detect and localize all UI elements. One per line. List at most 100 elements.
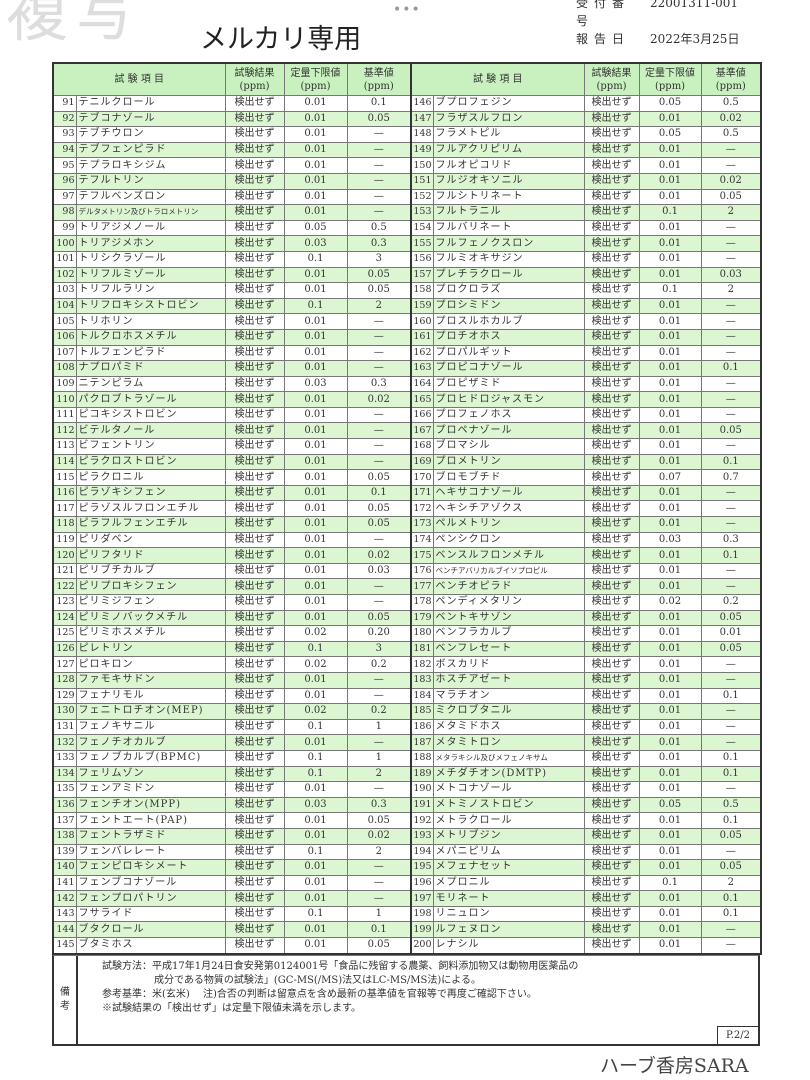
quantitation-limit: 0.01 xyxy=(283,921,348,939)
standard-value: 2 xyxy=(700,204,762,221)
item-name: メプロニル xyxy=(432,874,585,892)
standard-value: 0.1 xyxy=(700,812,762,829)
quantitation-limit: 0.01 xyxy=(283,859,348,876)
table-row: 133 フェノブカルブ(BPMC) 検出せず 0.1 1 188 メタラキシル及びメフェノキ… xyxy=(52,749,762,767)
item-name: テブフェンピラド xyxy=(75,141,226,159)
quantitation-limit: 0.01 xyxy=(638,500,702,518)
standard-value: — xyxy=(700,843,762,861)
test-result: 検出せず xyxy=(583,406,640,424)
test-result: 検出せず xyxy=(224,438,285,455)
item-name: トリホリン xyxy=(75,313,226,330)
standard-value: 0.5 xyxy=(700,796,762,814)
quantitation-limit: 0.1 xyxy=(283,297,348,315)
item-name: テブコナゾール xyxy=(75,110,226,128)
item-name: ヘキシチアゾクス xyxy=(432,500,585,518)
item-number: 120 xyxy=(52,547,77,564)
remarks-label: 備考 xyxy=(54,955,78,1044)
quantitation-limit: 0.01 xyxy=(638,749,702,767)
table-row: 91 テニルクロール 検出せず 0.01 0.1 146 ブプロフェジン 検出せず 0.05 0.… xyxy=(52,95,762,112)
item-name: フェニトロチオン(MEP) xyxy=(75,703,226,720)
item-name: ナプロパミド xyxy=(75,360,226,377)
test-result: 検出せず xyxy=(224,484,285,502)
item-name: プロクロラズ xyxy=(432,282,585,299)
standard-value: 0.2 xyxy=(700,594,762,611)
item-name: プレチラクロール xyxy=(432,266,585,284)
standard-value: 0.3 xyxy=(346,796,412,814)
standard-value: — xyxy=(346,578,412,595)
test-result: 検出せず xyxy=(583,157,640,174)
table-row: 140 フェンピロキシメート 検出せず 0.01—195 メフェナセット 検出せず 0.01… xyxy=(52,859,762,876)
test-result: 検出せず xyxy=(224,562,285,580)
test-result: 検出せず xyxy=(224,375,285,393)
item-number: 127 xyxy=(52,656,77,673)
standard-value: 0.7 xyxy=(700,469,762,486)
item-number: 139 xyxy=(52,843,77,861)
item-number: 151 xyxy=(410,172,434,190)
quantitation-limit: 0.1 xyxy=(283,718,348,736)
quantitation-limit: 0.01 xyxy=(638,609,702,627)
test-result: 検出せず xyxy=(224,656,285,673)
quantitation-limit: 0.01 xyxy=(638,890,702,907)
test-method: 試験方法：平成17年1月24日食安発第0124001号「食品に残留する農薬、飼料… xyxy=(102,960,579,972)
item-number: 141 xyxy=(52,874,77,892)
quantitation-limit: 0.01 xyxy=(283,562,348,580)
table-row: 138 フェントラザミド 検出せず 0.01 0.02 193 メトリブジン 検出せず 0.01… xyxy=(52,827,762,845)
standard-value: — xyxy=(700,781,762,798)
standard-value: 0.1 xyxy=(346,921,412,939)
test-result: 検出せず xyxy=(583,718,640,736)
test-result: 検出せず xyxy=(583,671,640,689)
item-number: 117 xyxy=(52,500,77,518)
item-name: トリアジメホン xyxy=(75,235,226,252)
standard-value: 0.1 xyxy=(700,453,762,471)
quantitation-limit: 0.01 xyxy=(283,172,348,190)
standard-value: 0.02 xyxy=(346,391,412,408)
quantitation-limit: 0.01 xyxy=(638,937,702,955)
header-result: 試験結果 (ppm) xyxy=(224,62,285,96)
test-result: 検出せず xyxy=(224,812,285,829)
standard-value: 0.20 xyxy=(346,625,412,642)
standard-value: — xyxy=(346,594,412,611)
standard-value: 0.05 xyxy=(346,110,412,128)
quantitation-limit: 0.01 xyxy=(638,484,702,502)
standard-value: 0.05 xyxy=(700,422,762,440)
quantitation-limit: 0.01 xyxy=(638,391,702,408)
test-result: 検出せず xyxy=(224,765,285,783)
test-result: 検出せず xyxy=(224,718,285,736)
item-number: 118 xyxy=(52,516,77,533)
header-standard: 基準値 (ppm) xyxy=(346,62,412,96)
quantitation-limit: 0.03 xyxy=(283,375,348,393)
more-options-icon[interactable]: ••• xyxy=(393,2,421,18)
quantitation-limit: 0.01 xyxy=(638,625,702,642)
test-result: 検出せず xyxy=(224,874,285,892)
item-name: ピロキロン xyxy=(75,656,226,673)
standard-value: — xyxy=(346,126,412,143)
test-result: 検出せず xyxy=(583,703,640,720)
item-number: 137 xyxy=(52,812,77,829)
item-name: フェノキサニル xyxy=(75,718,226,736)
item-number: 187 xyxy=(410,734,434,751)
item-name: プロパルギット xyxy=(432,344,585,362)
item-number: 143 xyxy=(52,905,77,923)
table-row: 110 パクロブトラゾール 検出せず 0.01 0.02 165 プロヒドロジャスモン 検出せ… xyxy=(52,391,762,408)
item-number: 186 xyxy=(410,718,434,736)
item-name: フェンチオン(MPP) xyxy=(75,796,226,814)
test-result: 検出せず xyxy=(583,640,640,658)
quantitation-limit: 0.05 xyxy=(638,95,702,112)
standard-value: 0.05 xyxy=(346,282,412,299)
standard-value: 0.05 xyxy=(346,609,412,627)
quantitation-limit: 0.01 xyxy=(283,812,348,829)
quantitation-limit: 0.01 xyxy=(638,157,702,174)
quantitation-limit: 0.01 xyxy=(638,141,702,159)
item-name: フルシトリネート xyxy=(432,188,585,206)
item-number: 188 xyxy=(410,749,434,767)
item-name: フェノチオカルブ xyxy=(75,734,226,751)
reception-label: 受付番号 xyxy=(576,0,631,28)
standard-value: — xyxy=(346,687,412,705)
quantitation-limit: 0.1 xyxy=(283,250,348,268)
table-row: 92 テブコナゾール 検出せず 0.01 0.05 147 フラザスルフロン 検出せず 0.01… xyxy=(52,110,762,128)
standard-value: 0.1 xyxy=(700,360,762,377)
item-name: モリネート xyxy=(432,890,585,907)
item-number: 122 xyxy=(52,578,77,595)
quantitation-limit: 0.1 xyxy=(638,874,702,892)
test-result: 検出せず xyxy=(224,594,285,611)
